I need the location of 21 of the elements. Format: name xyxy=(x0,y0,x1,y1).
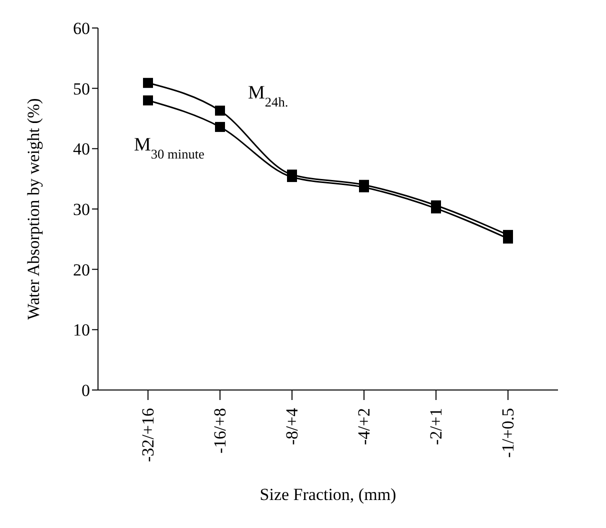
x-tick-label: -32/+16 xyxy=(138,408,158,462)
y-tick-label: 30 xyxy=(73,200,90,220)
y-axis-title: Water Absorption by weight (%) xyxy=(24,98,44,320)
y-tick-label: 40 xyxy=(73,140,90,159)
x-tick-label: -1/+0.5 xyxy=(498,408,518,458)
x-tick-label: -2/+1 xyxy=(426,408,446,445)
x-tick-label: -4/+2 xyxy=(354,408,374,445)
series-label: M$_{30 minute}$ xyxy=(134,134,205,161)
point xyxy=(215,122,225,132)
y-tick-label: 10 xyxy=(73,320,90,340)
point xyxy=(143,78,153,88)
x-tick-label: -8/+4 xyxy=(282,408,302,445)
y-tick-label: 0 xyxy=(82,381,90,400)
y-tick-label: 60 xyxy=(73,19,90,38)
x-tick-label: -16/+8 xyxy=(210,408,230,454)
point xyxy=(215,106,225,116)
series-label: M$_{24h.}$ xyxy=(248,82,288,110)
y-tick-label: 20 xyxy=(73,260,90,280)
point xyxy=(143,95,153,106)
y-tick-label: 50 xyxy=(73,79,90,98)
x-axis-title: Size Fraction, (mm) xyxy=(260,485,396,504)
